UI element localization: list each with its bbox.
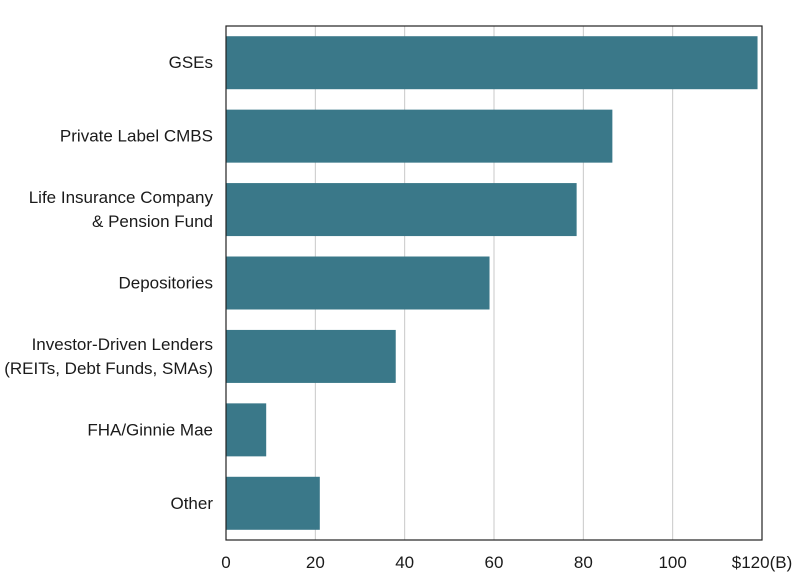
- x-tick-label-100: 100: [658, 553, 686, 572]
- x-tick-label-120: $120(B): [732, 553, 792, 572]
- x-tick-label-40: 40: [395, 553, 414, 572]
- category-label-4: Investor-Driven Lenders (REITs, Debt Fund…: [4, 335, 213, 378]
- category-label-0: GSEs: [169, 53, 213, 72]
- bar-0: [226, 36, 758, 90]
- x-tick-label-60: 60: [485, 553, 504, 572]
- bars: [226, 36, 758, 530]
- bar-4: [226, 329, 396, 383]
- category-label-3: Depositories: [119, 274, 214, 293]
- category-label-line: Investor-Driven Lenders: [32, 335, 213, 354]
- bar-5: [226, 403, 267, 457]
- bar-1: [226, 109, 613, 163]
- category-label-line: Other: [170, 494, 213, 513]
- bar-6: [226, 476, 320, 530]
- x-tick-label-0: 0: [221, 553, 230, 572]
- category-label-line: & Pension Fund: [92, 212, 213, 231]
- category-label-5: FHA/Ginnie Mae: [87, 420, 213, 439]
- category-label-line: FHA/Ginnie Mae: [87, 420, 213, 439]
- x-axis-tick-labels: 0 20 40 60 80 100 $120(B): [221, 553, 792, 572]
- category-label-6: Other: [170, 494, 213, 513]
- bar-3: [226, 256, 490, 310]
- plot-frame: [225, 25, 763, 541]
- category-label-line: Private Label CMBS: [60, 127, 213, 146]
- x-tick-label-80: 80: [574, 553, 593, 572]
- x-tick-label-20: 20: [306, 553, 325, 572]
- category-label-1: Private Label CMBS: [60, 127, 213, 146]
- category-label-line: Depositories: [119, 274, 214, 293]
- category-label-line: GSEs: [169, 53, 213, 72]
- category-labels: GSEs Private Label CMBS Life Insurance Com…: [4, 53, 213, 513]
- category-label-line: (REITs, Debt Funds, SMAs): [4, 359, 213, 378]
- category-label-line: Life Insurance Company: [29, 188, 214, 207]
- category-label-2: Life Insurance Company & Pension Fund: [29, 188, 214, 231]
- bar-2: [226, 183, 577, 237]
